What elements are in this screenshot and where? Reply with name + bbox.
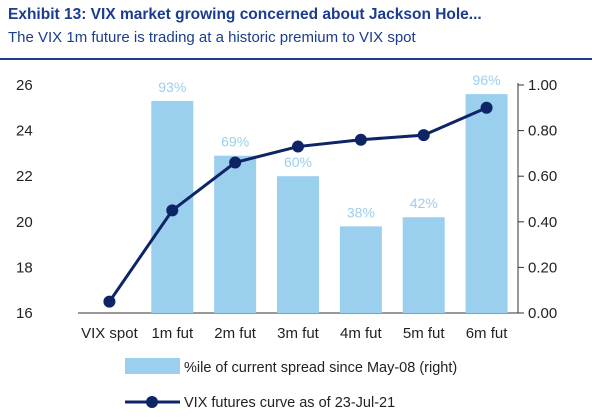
curve-point <box>103 295 116 308</box>
left-axis: 26 24 22 20 18 16 <box>16 77 33 322</box>
x-category-label: VIX spot <box>81 325 139 342</box>
legend-bar-label: %ile of current spread since May-08 (rig… <box>184 360 457 376</box>
x-category-label: 1m fut <box>151 325 194 342</box>
bar <box>214 155 257 313</box>
bar <box>277 176 319 313</box>
bar <box>402 217 445 313</box>
chart-title: Exhibit 13: VIX market growing concerned… <box>8 6 482 23</box>
curve-point <box>480 101 493 114</box>
left-tick-label: 24 <box>16 123 33 140</box>
right-axis: 1.00 0.80 0.60 0.40 0.20 0.00 <box>518 77 557 322</box>
right-tick-label: 0.40 <box>528 214 557 231</box>
curve-point <box>166 204 179 217</box>
x-category-label: 5m fut <box>403 325 446 342</box>
legend-line-marker <box>146 396 158 408</box>
bar-data-label: 96% <box>473 72 501 88</box>
bar-data-label: 93% <box>158 79 186 95</box>
bar-data-label: 60% <box>284 154 312 170</box>
x-category-label: 4m fut <box>340 325 383 342</box>
bar-series <box>151 94 508 314</box>
header-divider <box>0 58 592 60</box>
curve-point <box>292 140 304 153</box>
bar <box>339 226 382 313</box>
left-tick-label: 26 <box>16 77 33 94</box>
right-tick-label: 1.00 <box>528 77 557 94</box>
bar <box>465 94 508 314</box>
right-tick-label: 0.60 <box>528 168 557 185</box>
chart-subtitle: The VIX 1m future is trading at a histor… <box>8 29 416 46</box>
x-category-label: 3m fut <box>277 325 320 342</box>
curve-point <box>417 129 430 142</box>
right-tick-label: 0.80 <box>528 123 557 140</box>
legend: %ile of current spread since May-08 (rig… <box>125 358 457 411</box>
right-tick-label: 0.00 <box>528 305 557 322</box>
right-tick-label: 0.20 <box>528 259 557 276</box>
left-tick-label: 20 <box>16 214 33 231</box>
left-tick-label: 16 <box>16 305 33 322</box>
left-tick-label: 22 <box>16 168 33 185</box>
bar-labels: 93% 69% 60% 38% 42% 96% <box>158 72 500 220</box>
legend-bar-swatch <box>125 358 180 374</box>
curve-point <box>354 133 367 146</box>
x-category-label: 6m fut <box>466 325 509 342</box>
chart-header: Exhibit 13: VIX market growing concerned… <box>0 0 592 60</box>
bar-data-label: 69% <box>221 134 249 150</box>
bar-data-label: 42% <box>410 195 438 211</box>
line-series <box>103 101 493 308</box>
curve-point <box>229 156 242 169</box>
left-tick-label: 18 <box>16 259 33 276</box>
x-axis: VIX spot 1m fut 2m fut 3m fut 4m fut 5m fut 6m… <box>81 325 508 342</box>
bar-data-label: 38% <box>347 204 375 220</box>
legend-line-label: VIX futures curve as of 23-Jul-21 <box>184 395 395 411</box>
x-category-label: 2m fut <box>214 325 257 342</box>
